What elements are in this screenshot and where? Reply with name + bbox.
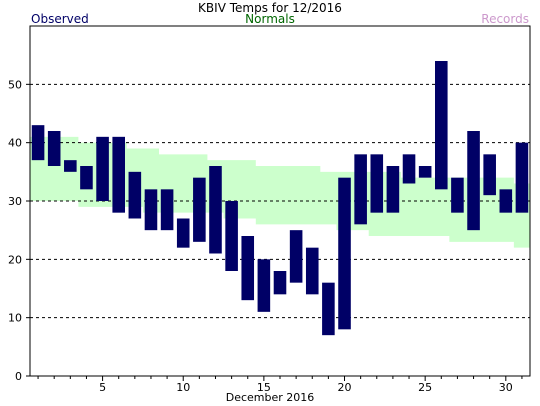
observed-bar-day-5 [96,136,109,201]
observed-bar-day-6 [112,136,125,213]
legend-records: Records [481,12,529,26]
observed-bar-day-28 [467,131,480,231]
x-tick-label-20: 20 [338,381,352,394]
x-tick-label-15: 15 [257,381,271,394]
x-tick-label-25: 25 [418,381,432,394]
observed-bar-day-25 [418,166,432,178]
observed-bar-day-3 [64,160,77,172]
normals-band [30,136,530,248]
observed-bar-day-29 [483,154,496,196]
observed-bar-day-18 [305,247,319,295]
observed-bar-day-22 [370,154,384,213]
observed-bar-day-27 [451,177,464,213]
observed-bar-day-11 [193,177,206,242]
observed-bar-day-24 [402,154,416,184]
observed-bar-day-17 [289,230,303,283]
y-tick-label-30: 30 [8,195,22,208]
observed-bar-day-14 [241,236,255,301]
y-tick-label-50: 50 [8,78,22,91]
observed-bar-day-31 [515,142,529,213]
observed-bar-day-21 [354,154,367,225]
observed-bar-day-2 [47,131,61,166]
observed-bar-day-7 [128,171,142,219]
observed-bar-day-16 [273,271,287,295]
observed-bar-day-26 [435,61,448,190]
x-tick-label-5: 5 [99,381,106,394]
observed-bar-day-13 [225,201,238,271]
legend-observed: Observed [31,12,89,26]
x-tick-label-30: 30 [499,381,513,394]
observed-bar-day-1 [31,125,45,161]
x-tick-label-10: 10 [176,381,190,394]
y-tick-label-40: 40 [8,137,22,150]
y-tick-label-10: 10 [8,312,22,325]
y-tick-label-0: 0 [15,370,22,383]
observed-bar-day-20 [338,177,351,330]
observed-bar-day-23 [386,166,400,213]
observed-bar-day-9 [160,189,174,231]
observed-bar-day-4 [80,166,93,190]
observed-bar-day-19 [322,282,335,336]
x-axis-label: December 2016 [225,391,315,404]
legend-normals: Normals [245,12,295,26]
observed-bar-day-10 [176,218,190,248]
chart-title: KBIV Temps for 12/2016 [198,1,342,15]
observed-bar-day-15 [257,259,271,312]
observed-bar-day-12 [209,166,222,254]
observed-bar-day-8 [144,189,158,231]
observed-bar-day-30 [499,189,513,213]
y-tick-label-20: 20 [8,253,22,266]
